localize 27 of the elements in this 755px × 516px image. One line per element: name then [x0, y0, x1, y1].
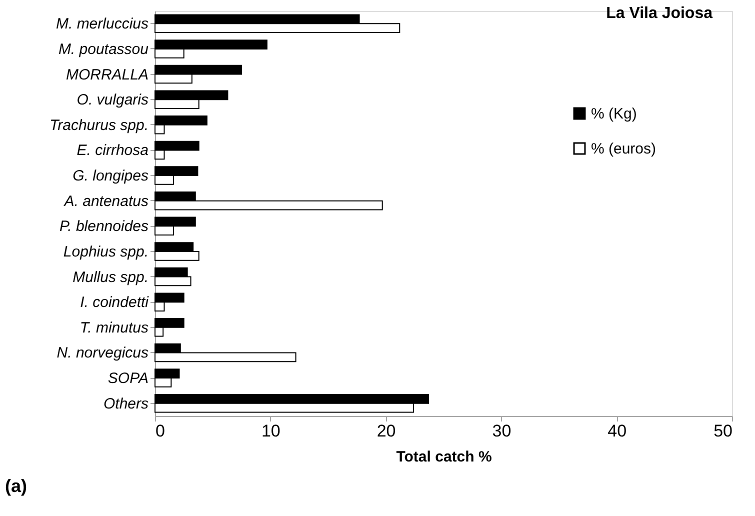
x-tick-label: 30	[492, 422, 512, 440]
y-tick-label: A. antenatus	[63, 192, 149, 210]
y-tick-label: Others	[103, 395, 149, 412]
x-tick-label: 10	[261, 422, 280, 440]
text: (a)	[5, 476, 28, 496]
y-tick-label: P. blennoides	[60, 218, 149, 236]
y-tick-label: M. poutassou	[58, 40, 150, 58]
x-axis-title: Total catch %	[396, 448, 492, 466]
y-tick-label: Trachurus spp.	[50, 116, 148, 134]
x-tick-label: 40	[608, 422, 627, 440]
x-tick-label: 50	[714, 422, 732, 440]
y-tick-label: MORRALLA	[66, 66, 148, 84]
y-tick-label: O. vulgaris	[76, 92, 149, 109]
y-tick-label: SOPA	[108, 370, 148, 388]
y-tick-label: M. merluccius	[56, 16, 149, 33]
y-tick-label: E. cirrhosa	[76, 142, 148, 160]
x-tick-label: 20	[376, 422, 396, 440]
legend-label: % (Kg)	[591, 106, 637, 122]
legend-label: % (euros)	[591, 140, 656, 158]
y-tick-label: N. norvegicus	[56, 344, 149, 362]
y-tick-label: T. minutus	[80, 319, 149, 336]
y-tick-label: Mullus spp.	[72, 268, 148, 286]
y-tick-label: I. coindetti	[80, 294, 150, 312]
y-tick-label: Lophius spp.	[63, 243, 148, 260]
y-tick-label: G. longipes	[72, 168, 149, 185]
chart-title: La Vila Joiosa	[606, 5, 713, 22]
x-tick-label: 0	[156, 422, 165, 440]
